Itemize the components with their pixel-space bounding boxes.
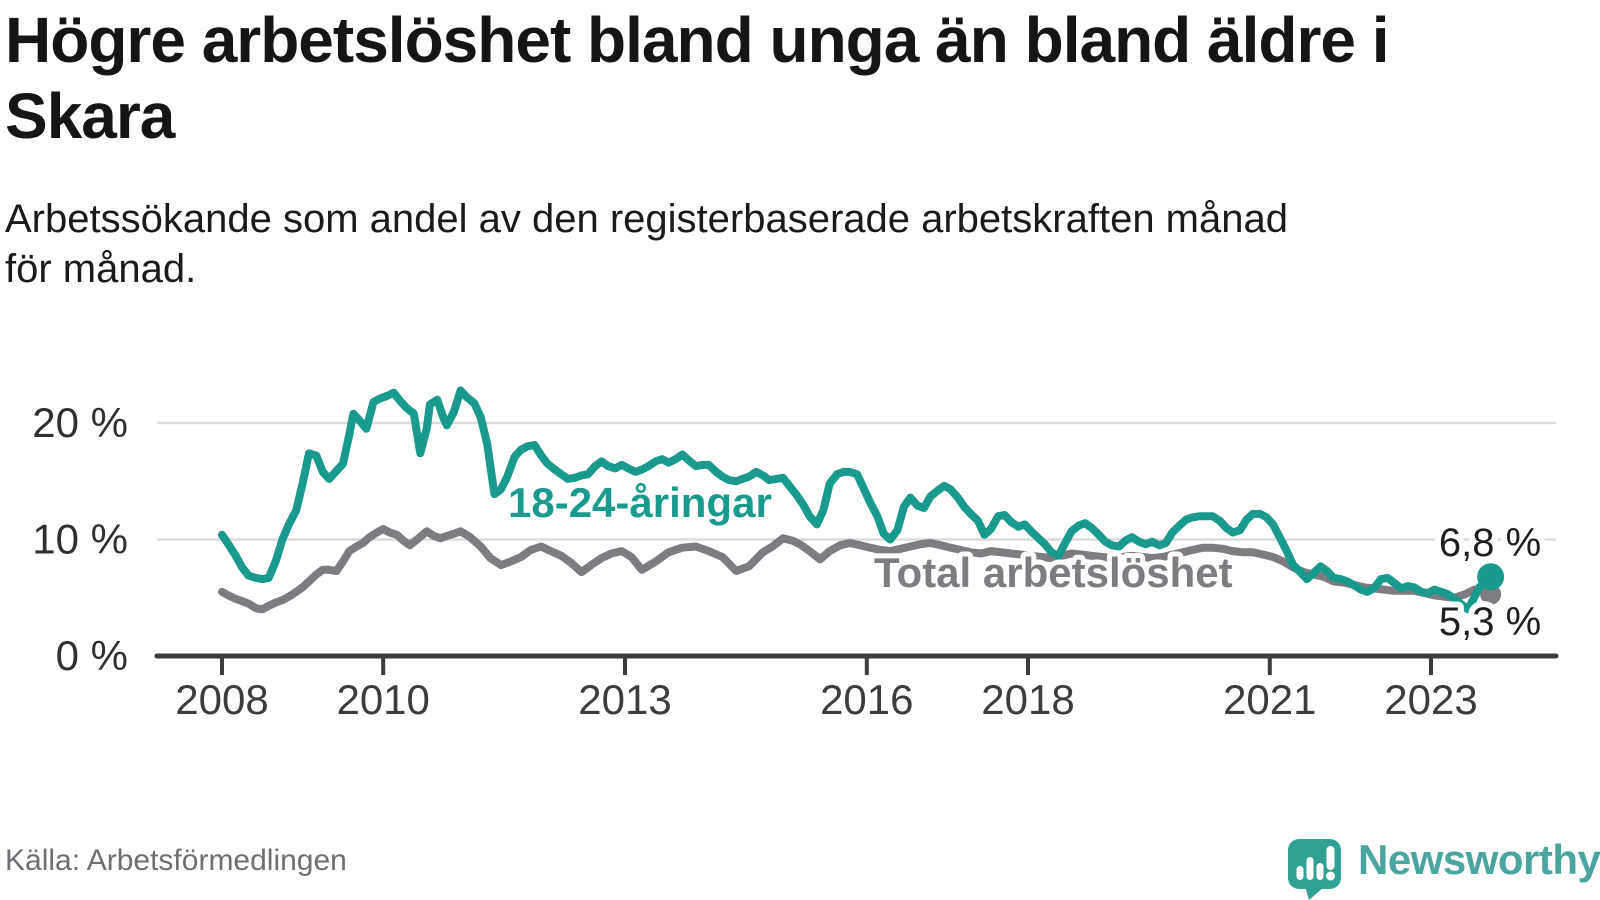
x-axis-tick-label: 2018 (981, 676, 1074, 723)
y-axis-tick-label: 10 % (32, 516, 128, 563)
source-note: Källa: Arbetsförmedlingen (5, 844, 347, 877)
series-label-young: 18-24-åringar (508, 479, 772, 526)
plot-area: 2008 2010 2013 2016 2018 2021 2023 0 % 10 % 20 % (32, 386, 1559, 723)
logo-bar-icon (1306, 857, 1314, 880)
y-axis-tick-label: 20 % (32, 399, 128, 446)
x-axis-tick-label: 2013 (578, 676, 671, 723)
series-label-total: Total arbetslöshet (874, 549, 1233, 596)
x-axis-tick-label: 2008 (175, 676, 268, 723)
end-dot-young (1477, 563, 1505, 591)
newsworthy-logo: Newsworthy (1288, 836, 1600, 900)
page-subtitle-line2: för månad. (5, 247, 197, 291)
y-axis-tick-label: 0 % (56, 632, 128, 679)
x-axis-tick-label: 2021 (1223, 676, 1316, 723)
newsworthy-bubble-icon (1288, 839, 1341, 900)
logo-exclamation-icon (1326, 871, 1335, 881)
logo-exclamation-icon (1326, 846, 1335, 870)
end-value-total: 5,3 % (1439, 600, 1541, 644)
page-subtitle-line1: Arbetssökande som andel av den registerb… (5, 197, 1288, 241)
x-axis-tick-label: 2010 (336, 676, 429, 723)
page-title-line1: Högre arbetslöshet bland unga än bland ä… (5, 4, 1390, 76)
logo-bar-icon (1316, 863, 1324, 880)
x-axis-tick-label: 2016 (820, 676, 913, 723)
logo-bar-icon (1296, 866, 1304, 880)
series-line-total (218, 525, 1495, 614)
logo-text: Newsworthy (1358, 836, 1600, 883)
page-subtitle: Arbetssökande som andel av den registerb… (5, 194, 1585, 294)
series-line-young (218, 386, 1495, 614)
page-title-line2: Skara (5, 80, 175, 152)
x-axis-tick-label: 2023 (1384, 676, 1477, 723)
end-value-young: 6,8 % (1439, 521, 1541, 565)
page-title: Högre arbetslöshet bland unga än bland ä… (5, 2, 1585, 154)
